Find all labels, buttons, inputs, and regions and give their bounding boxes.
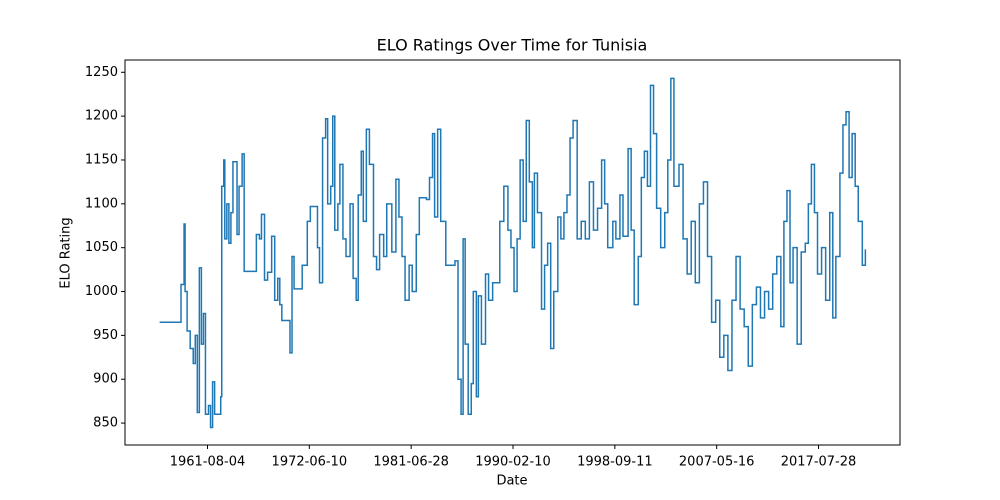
y-tick-label: 950 [93,328,118,343]
y-tick-label: 1150 [85,152,118,167]
y-tick-label: 1000 [85,284,118,299]
plot-frame [124,59,901,446]
data-line [159,77,867,429]
x-axis-label: Date [496,474,527,489]
chart-title: ELO Ratings Over Time for Tunisia [377,36,648,55]
y-tick-label: 1100 [85,196,118,211]
y-tick-label: 900 [93,372,118,387]
x-tick-label: 1998-09-11 [577,455,653,470]
x-tick-label: 1981-06-28 [373,455,449,470]
x-tick-label: 2017-07-28 [781,455,857,470]
x-tick-label: 1961-08-04 [170,455,246,470]
y-tick-label: 1050 [85,240,118,255]
y-tick-label: 850 [93,416,118,431]
y-axis-label: ELO Rating [59,217,74,288]
x-tick-label: 1990-02-10 [475,455,551,470]
x-tick-label: 1972-06-10 [272,455,348,470]
y-tick-label: 1250 [85,65,118,80]
y-tick-label: 1200 [85,109,118,124]
x-tick-label: 2007-05-16 [679,455,755,470]
